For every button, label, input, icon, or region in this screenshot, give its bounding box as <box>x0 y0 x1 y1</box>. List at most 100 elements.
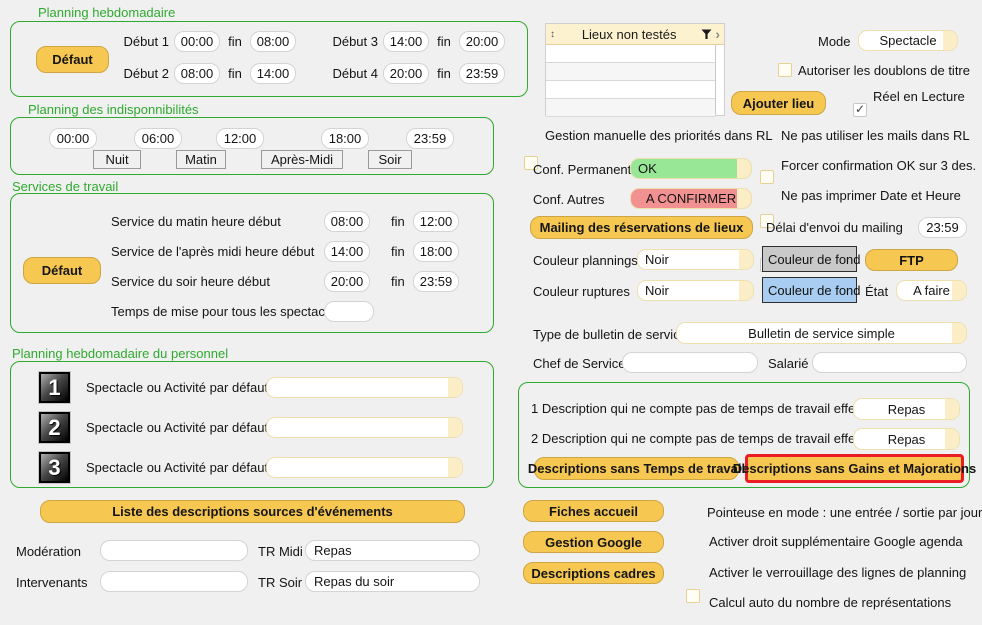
services-box: Défaut Service du matin heure début fin … <box>10 193 494 333</box>
debut4-label: Début 4 <box>328 66 378 81</box>
service-matin-start[interactable] <box>324 211 370 232</box>
list-scrollbar[interactable] <box>715 45 724 115</box>
descriptions-box: 1 Description qui ne compte pas de temps… <box>518 382 970 488</box>
intervenants-input[interactable] <box>100 571 248 592</box>
intervenants-label: Intervenants <box>16 575 88 590</box>
descriptions-cadres-button[interactable]: Descriptions cadres <box>523 562 664 584</box>
lieux-list-title: Lieux non testés <box>557 27 701 42</box>
list-row[interactable] <box>546 81 715 99</box>
number-1-icon: 1 <box>39 372 70 403</box>
moderation-input[interactable] <box>100 540 248 561</box>
service-matin-end[interactable] <box>413 211 459 232</box>
spectacle-defaut-3-combo[interactable] <box>266 457 463 478</box>
gestion-manuelle-label: Gestion manuelle des priorités dans RL <box>545 128 773 143</box>
couleur-fond-ruptures-button[interactable]: Couleur de fond <box>762 277 857 303</box>
filter-icon[interactable] <box>701 29 712 40</box>
service-soir-label: Service du soir heure début <box>111 274 270 289</box>
section-title-planning-hebdomadaire: Planning hebdomadaire <box>38 5 175 20</box>
lieux-non-testes-list[interactable]: ↕ Lieux non testés › <box>545 23 725 116</box>
number-3-icon: 3 <box>39 452 70 483</box>
indispo-time-4[interactable] <box>321 128 369 149</box>
couleur-ruptures-combo[interactable]: Noir <box>637 280 754 301</box>
planning-row-1: Début 1 fin Début 3 fin <box>119 31 505 52</box>
indisponibilites-box: Nuit Matin Après-Midi Soir <box>10 117 494 175</box>
temps-mise-label: Temps de mise pour tous les spectacles <box>111 304 342 319</box>
liste-descriptions-button[interactable]: Liste des descriptions sources d'événeme… <box>40 500 465 523</box>
conf-permanents-status[interactable]: OK <box>630 158 752 179</box>
tr-soir-input[interactable] <box>305 571 480 592</box>
couleur-plannings-combo[interactable]: Noir <box>637 249 754 270</box>
conf-autres-label: Conf. Autres <box>533 192 605 207</box>
debut2-start-input[interactable] <box>174 63 220 84</box>
gestion-google-button[interactable]: Gestion Google <box>523 531 664 553</box>
description-2-combo[interactable]: Repas <box>853 428 960 450</box>
ftp-button[interactable]: FTP <box>865 249 958 271</box>
spectacle-defaut-2-label: Spectacle ou Activité par défaut 2 <box>86 420 279 435</box>
debut1-end-input[interactable] <box>250 31 296 52</box>
description-1-combo[interactable]: Repas <box>853 398 960 420</box>
section-title-indisponibilites: Planning des indisponnibilités <box>28 102 199 117</box>
service-matin-label: Service du matin heure début <box>111 214 281 229</box>
tr-midi-label: TR Midi <box>258 544 303 559</box>
spectacle-defaut-2-combo[interactable] <box>266 417 463 438</box>
delai-mailing-input[interactable] <box>918 217 967 238</box>
indispo-time-1[interactable] <box>49 128 97 149</box>
indispo-time-2[interactable] <box>134 128 182 149</box>
default-planning-button[interactable]: Défaut <box>36 46 109 73</box>
forcer-ok-label: Forcer confirmation OK sur 3 des. <box>781 158 976 173</box>
debut3-start-input[interactable] <box>383 31 429 52</box>
spectacle-defaut-1-combo[interactable] <box>266 377 463 398</box>
chef-service-input[interactable] <box>622 352 758 373</box>
settings-screen: Planning hebdomadaire Défaut Début 1 fin… <box>0 0 982 625</box>
lieux-list-header[interactable]: ↕ Lieux non testés › <box>546 24 724 45</box>
lieux-list-body[interactable] <box>546 45 715 117</box>
fin2-label: fin <box>223 66 247 81</box>
list-row[interactable] <box>546 63 715 81</box>
debut3-end-input[interactable] <box>459 31 505 52</box>
debut4-end-input[interactable] <box>459 63 505 84</box>
debut1-start-input[interactable] <box>174 31 220 52</box>
debut3-label: Début 3 <box>328 34 378 49</box>
couleur-plannings-label: Couleur plannings <box>533 253 638 268</box>
sort-icon[interactable]: ↕ <box>550 29 555 40</box>
service-apresmidi-start[interactable] <box>324 241 370 262</box>
debut4-start-input[interactable] <box>383 63 429 84</box>
reel-lecture-checkbox[interactable] <box>853 103 867 117</box>
mails-rl-checkbox[interactable] <box>760 170 774 184</box>
pointeuse-checkbox[interactable] <box>686 589 700 603</box>
doublons-checkbox[interactable] <box>778 63 792 77</box>
descriptions-sans-gains-button[interactable]: Descriptions sans Gains et Majorations <box>745 454 964 483</box>
section-title-personnel: Planning hebdomadaire du personnel <box>12 346 228 361</box>
fiches-accueil-button[interactable]: Fiches accueil <box>523 500 664 522</box>
indispo-time-5[interactable] <box>406 128 454 149</box>
service-soir-start[interactable] <box>324 271 370 292</box>
salarie-input[interactable] <box>812 352 967 373</box>
temps-mise-input[interactable] <box>324 301 374 322</box>
chef-service-label: Chef de Service <box>533 356 626 371</box>
default-services-button[interactable]: Défaut <box>23 257 101 284</box>
mailing-button[interactable]: Mailing des réservations de lieux <box>530 216 753 239</box>
fin4-label: fin <box>432 66 456 81</box>
period-soir: Soir <box>368 150 412 169</box>
service-soir-end[interactable] <box>413 271 459 292</box>
service-apresmidi-fin-label: fin <box>391 244 405 259</box>
ajouter-lieu-button[interactable]: Ajouter lieu <box>731 91 826 115</box>
list-row[interactable] <box>546 45 715 63</box>
fin3-label: fin <box>432 34 456 49</box>
etat-combo[interactable]: A faire <box>896 280 967 301</box>
service-apresmidi-end[interactable] <box>413 241 459 262</box>
tr-midi-input[interactable] <box>305 540 480 561</box>
period-nuit: Nuit <box>93 150 141 169</box>
list-row[interactable] <box>546 99 715 117</box>
indispo-time-3[interactable] <box>216 128 264 149</box>
chevron-right-icon[interactable]: › <box>715 26 720 42</box>
salarie-label: Salarié <box>768 356 808 371</box>
couleur-fond-plannings-button[interactable]: Couleur de fond <box>762 246 857 272</box>
bulletin-combo[interactable]: Bulletin de service simple <box>676 322 967 344</box>
debut2-end-input[interactable] <box>250 63 296 84</box>
description-2-label: 2 Description qui ne compte pas de temps… <box>531 431 872 446</box>
section-title-services: Services de travail <box>12 179 118 194</box>
mode-combo[interactable]: Spectacle <box>858 30 958 51</box>
descriptions-sans-temps-button[interactable]: Descriptions sans Temps de travail <box>534 457 739 480</box>
conf-autres-status[interactable]: A CONFIRMER <box>630 188 752 209</box>
